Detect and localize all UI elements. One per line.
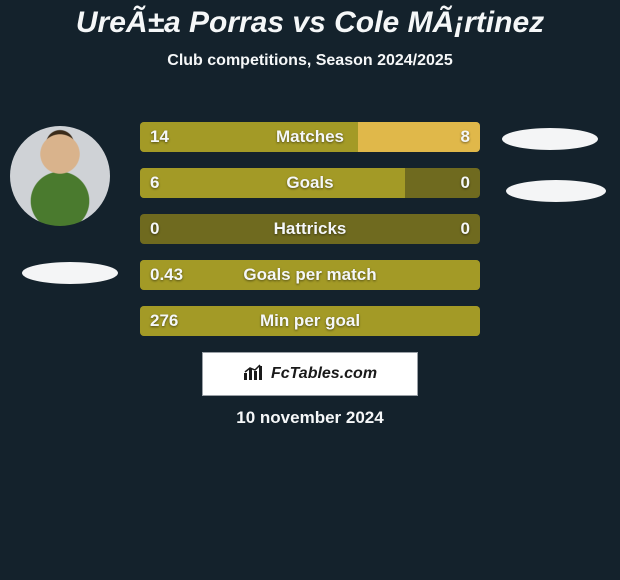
player-left-shadow — [22, 262, 118, 284]
stat-label: Goals per match — [140, 260, 480, 290]
stat-value-right: 8 — [461, 122, 470, 152]
stat-row: 0Hattricks0 — [140, 214, 480, 244]
stat-label: Hattricks — [140, 214, 480, 244]
page-title: UreÃ±a Porras vs Cole MÃ¡rtinez — [0, 0, 620, 40]
stats-container: 14Matches86Goals00Hattricks00.43Goals pe… — [140, 122, 480, 352]
date-text: 10 november 2024 — [0, 408, 620, 428]
stat-row: 6Goals0 — [140, 168, 480, 198]
stat-value-right: 0 — [461, 168, 470, 198]
stat-row: 0.43Goals per match — [140, 260, 480, 290]
infographic-canvas: UreÃ±a Porras vs Cole MÃ¡rtinez Club com… — [0, 0, 620, 580]
logo-text: FcTables.com — [271, 365, 377, 383]
stat-row: 276Min per goal — [140, 306, 480, 336]
stat-label: Min per goal — [140, 306, 480, 336]
player-right-shadow-2 — [506, 180, 606, 202]
stat-label: Goals — [140, 168, 480, 198]
player-right-shadow-1 — [502, 128, 598, 150]
stat-label: Matches — [140, 122, 480, 152]
logo-box: FcTables.com — [202, 352, 418, 396]
chart-icon — [243, 363, 265, 386]
player-left-avatar — [10, 126, 110, 226]
stat-value-right: 0 — [461, 214, 470, 244]
subtitle: Club competitions, Season 2024/2025 — [0, 52, 620, 70]
stat-row: 14Matches8 — [140, 122, 480, 152]
